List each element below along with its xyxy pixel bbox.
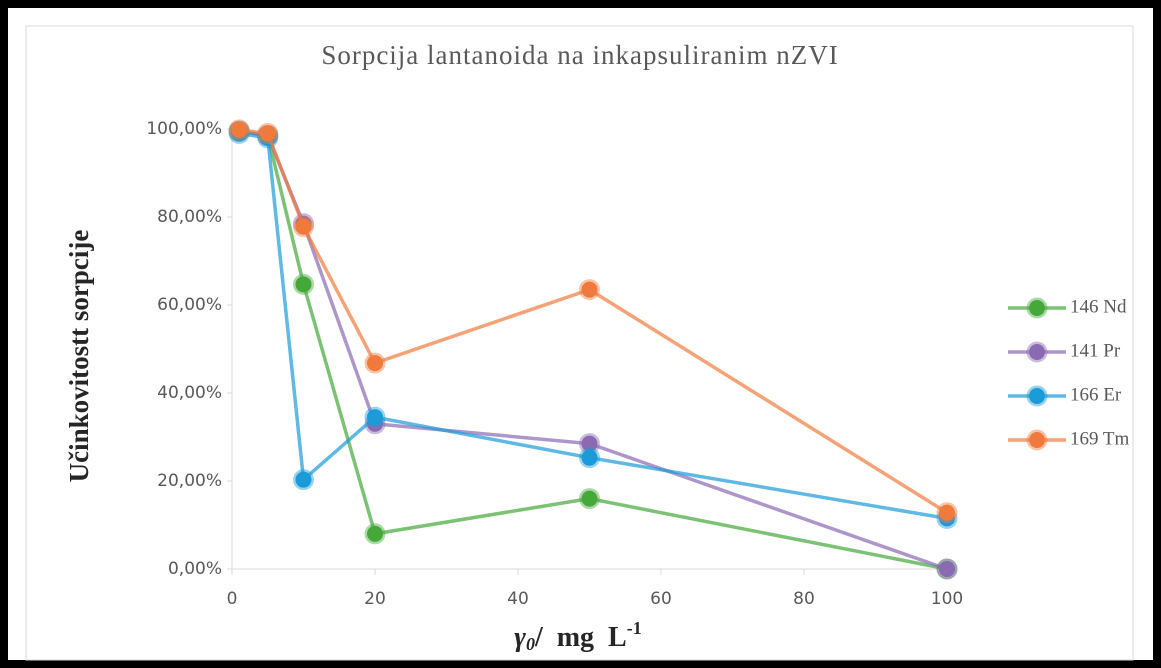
y-tick-label: 0,00%: [168, 559, 222, 579]
chart-border: [25, 25, 1134, 661]
legend-label: 146 Nd: [1070, 296, 1127, 317]
data-point: [579, 447, 600, 469]
y-tick-label: 80,00%: [157, 207, 222, 227]
legend-label: 166 Er: [1070, 384, 1122, 405]
y-axis-label: Učinkovitostt sorpcije: [64, 230, 94, 483]
data-point: [293, 216, 314, 238]
data-point: [364, 352, 386, 374]
data-point: [579, 488, 600, 510]
data-point: [293, 273, 314, 295]
data-point: [936, 558, 958, 580]
x-label-superscript: -1: [627, 618, 642, 638]
legend-marker: [1026, 297, 1048, 319]
data-point: [228, 119, 250, 141]
x-tick-label: 80: [793, 589, 815, 609]
data-point: [293, 469, 314, 491]
legend-marker: [1026, 429, 1048, 451]
x-tick-label: 100: [931, 589, 963, 609]
y-tick-label: 100,00%: [146, 119, 222, 139]
data-point: [364, 523, 386, 545]
x-label-subscript: 0: [526, 634, 535, 654]
data-point: [936, 502, 958, 524]
x-tick-label: 20: [364, 589, 386, 609]
x-tick-label: 40: [507, 589, 529, 609]
legend-marker: [1026, 385, 1048, 407]
x-label-symbol: γ: [514, 622, 526, 653]
data-point: [579, 279, 600, 301]
legend-marker: [1026, 341, 1048, 363]
data-point: [257, 122, 279, 144]
y-tick-label: 60,00%: [157, 295, 222, 315]
legend-label: 141 Pr: [1070, 340, 1121, 361]
x-tick-label: 60: [650, 589, 672, 609]
x-axis-label: γ0/ mg L-1: [514, 618, 641, 654]
y-tick-label: 20,00%: [157, 471, 222, 491]
legend-label: 169 Tm: [1070, 428, 1130, 449]
data-point: [364, 406, 386, 428]
y-tick-label: 40,00%: [157, 383, 222, 403]
x-label-unit: / mg L: [534, 622, 627, 653]
chart-title: Sorpcija lantanoida na inkapsuliranim nZ…: [321, 40, 838, 70]
x-tick-label: 0: [227, 589, 238, 609]
